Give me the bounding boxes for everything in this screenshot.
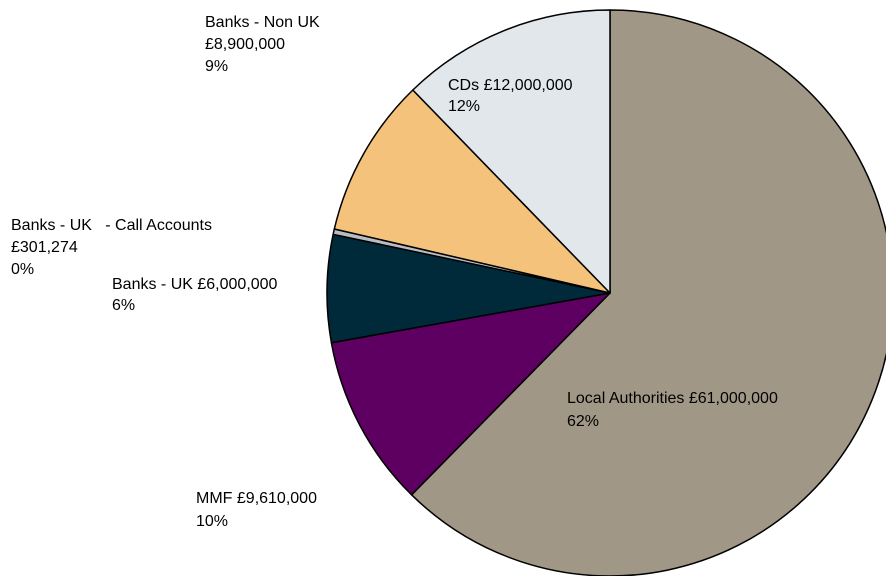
pie-slice-mmf: [330, 292, 611, 496]
label-mmf: MMF £9,610,000 10%: [196, 490, 317, 530]
cds-name-amount: CDs £12,000,000: [448, 77, 573, 94]
mmf-name-amount: MMF £9,610,000: [196, 490, 317, 507]
banks-uk-name-amount: Banks - UK £6,000,000: [112, 276, 278, 293]
banks-uk-percent: 6%: [112, 297, 135, 314]
label-banks-uk: Banks - UK £6,000,000 6%: [112, 276, 278, 314]
banks-non-uk-percent: 9%: [205, 58, 228, 75]
call-accounts-name: Banks - UK - Call Accounts: [11, 217, 212, 234]
label-banks-uk-call-accounts: Banks - UK - Call Accounts £301,274 0%: [11, 217, 212, 278]
label-banks-non-uk: Banks - Non UK £8,900,000 9%: [205, 14, 320, 75]
pie-slice-local-authorities: [410, 9, 886, 576]
cds-percent: 12%: [448, 98, 480, 115]
call-accounts-percent: 0%: [11, 261, 34, 278]
local-authorities-percent: 62%: [567, 413, 599, 430]
call-accounts-amount: £301,274: [11, 239, 78, 256]
banks-non-uk-amount: £8,900,000: [205, 36, 285, 53]
pie-slice-banks-non-uk: [333, 89, 611, 294]
pie-slices: [326, 9, 886, 576]
pie-slice-cds: [412, 9, 611, 294]
label-local-authorities: Local Authorities £61,000,000 62%: [567, 390, 778, 430]
label-cds: CDs £12,000,000 12%: [448, 77, 573, 115]
mmf-percent: 10%: [196, 513, 228, 530]
banks-non-uk-name: Banks - Non UK: [205, 14, 320, 31]
local-authorities-name-amount: Local Authorities £61,000,000: [567, 390, 778, 407]
